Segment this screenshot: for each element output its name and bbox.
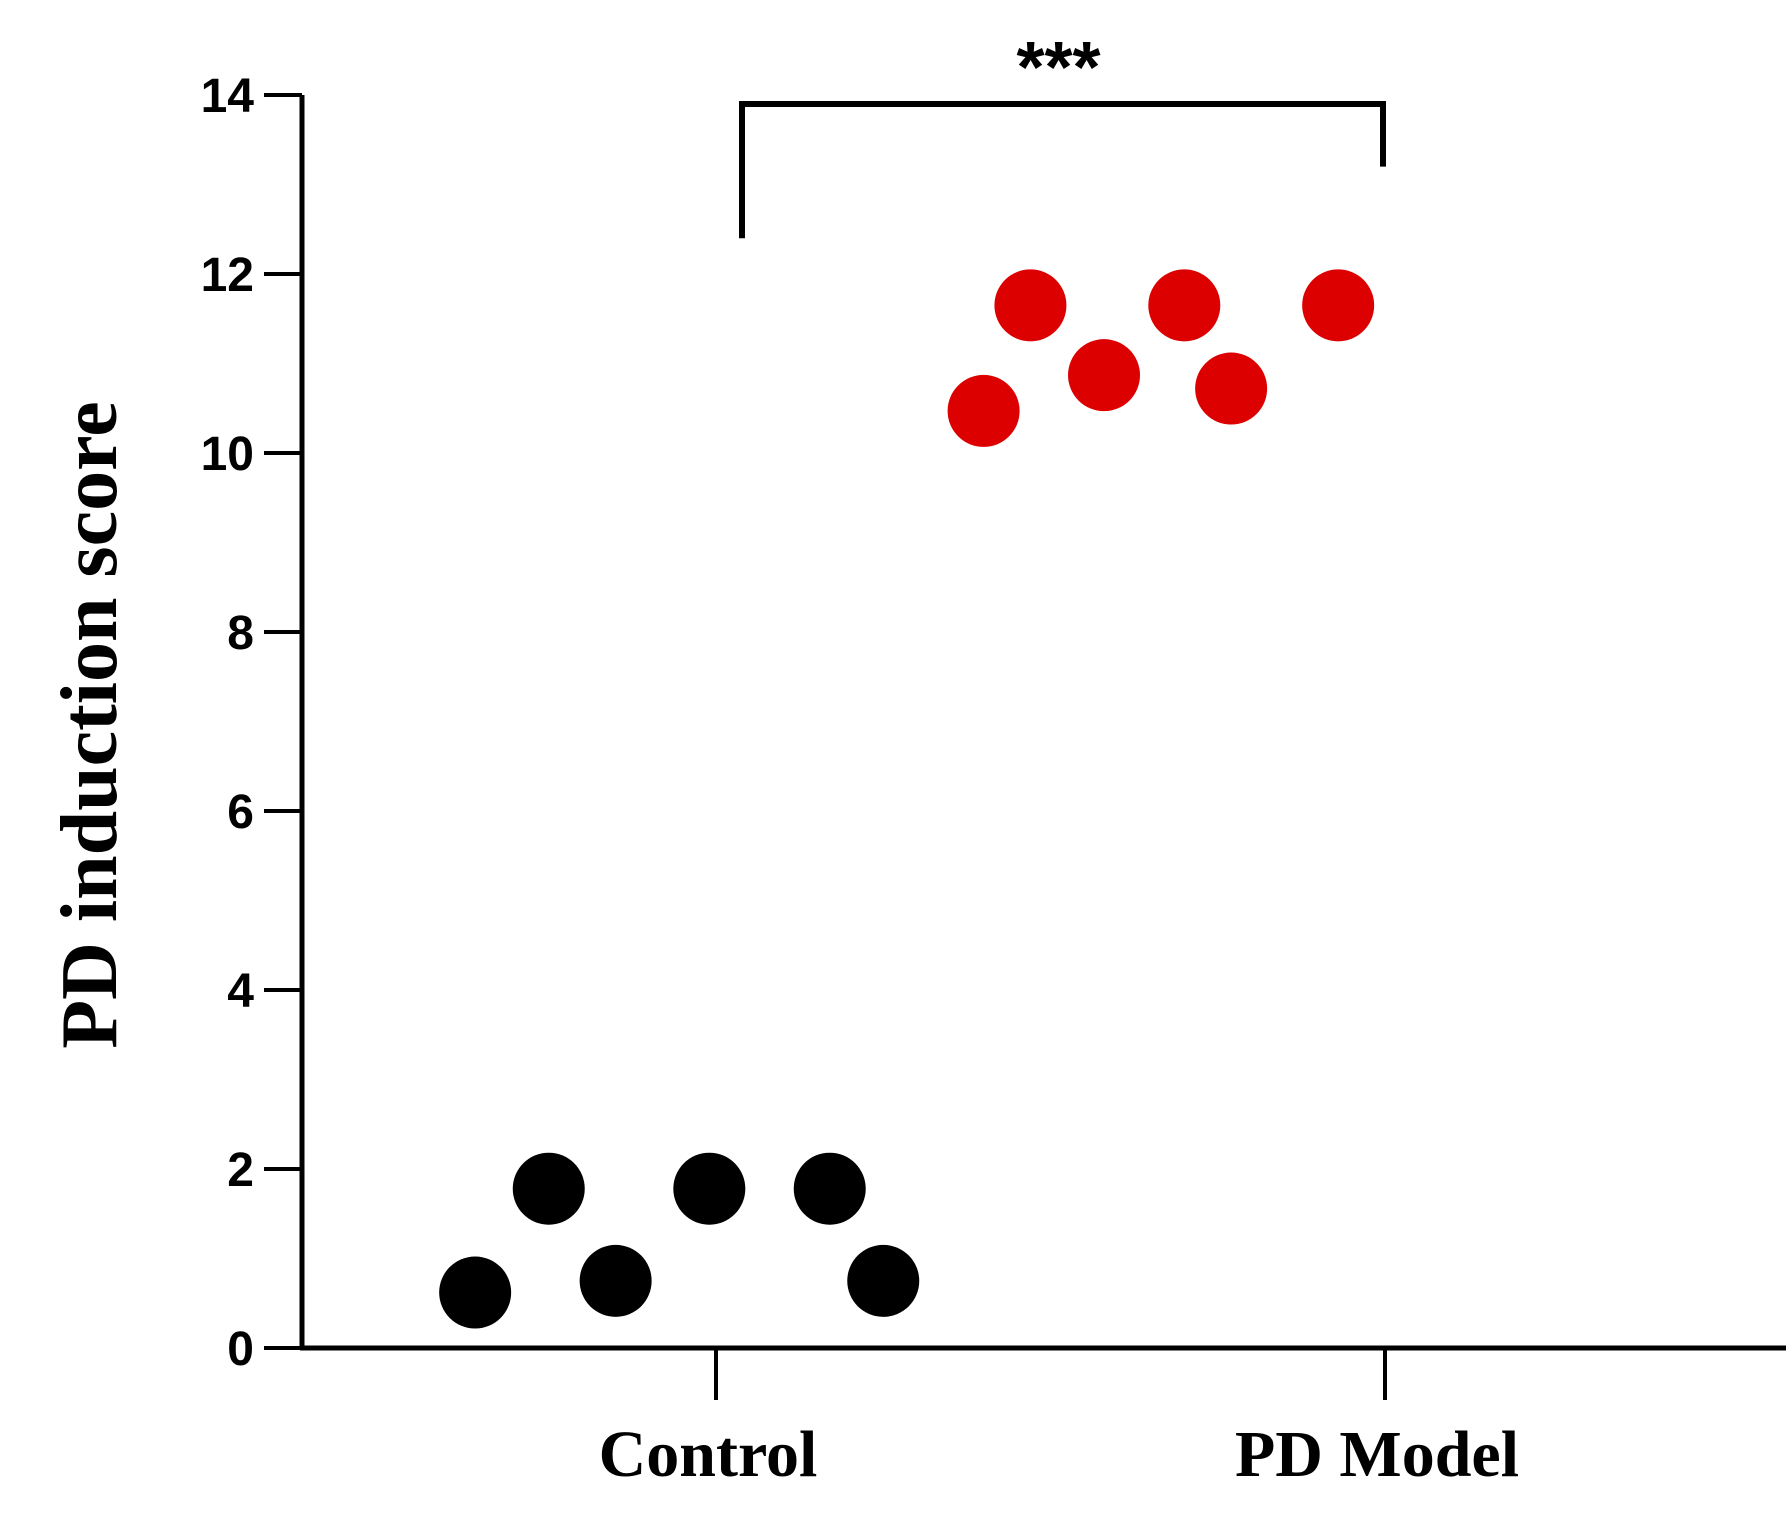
x-tick-label: PD Model	[1235, 1418, 1519, 1491]
control-point	[439, 1256, 512, 1329]
significance-label: ***	[1016, 28, 1100, 108]
control-point	[673, 1152, 746, 1225]
control-point	[579, 1244, 652, 1317]
y-tick-label: 2	[227, 1144, 254, 1197]
y-axis-title: PD induction score	[46, 401, 134, 1048]
pd-model-point	[1195, 352, 1268, 425]
control-point	[847, 1244, 920, 1317]
data-points	[439, 269, 1375, 1329]
pd-model-point	[947, 374, 1020, 447]
x-axis: Control PD Model	[300, 1345, 1786, 1491]
y-tick-label: 6	[227, 786, 254, 839]
y-tick-label: 0	[227, 1323, 254, 1376]
x-tick-label: Control	[599, 1418, 818, 1491]
pd-model-point	[1148, 269, 1221, 342]
significance-bracket	[739, 100, 1386, 239]
y-axis: 0 2 4 6 8 10 12 14	[201, 70, 305, 1376]
y-tick-label: 14	[201, 70, 255, 123]
y-tick-label: 12	[201, 249, 254, 302]
pd-model-point	[1068, 339, 1141, 412]
y-tick-label: 10	[201, 428, 254, 481]
control-point	[512, 1152, 585, 1225]
significance-annotation: ***	[739, 28, 1386, 239]
y-tick-label: 4	[227, 965, 254, 1018]
y-tick-label: 8	[227, 607, 254, 660]
control-point	[793, 1152, 866, 1225]
pd-model-point	[994, 269, 1067, 342]
pd-model-point	[1302, 269, 1375, 342]
